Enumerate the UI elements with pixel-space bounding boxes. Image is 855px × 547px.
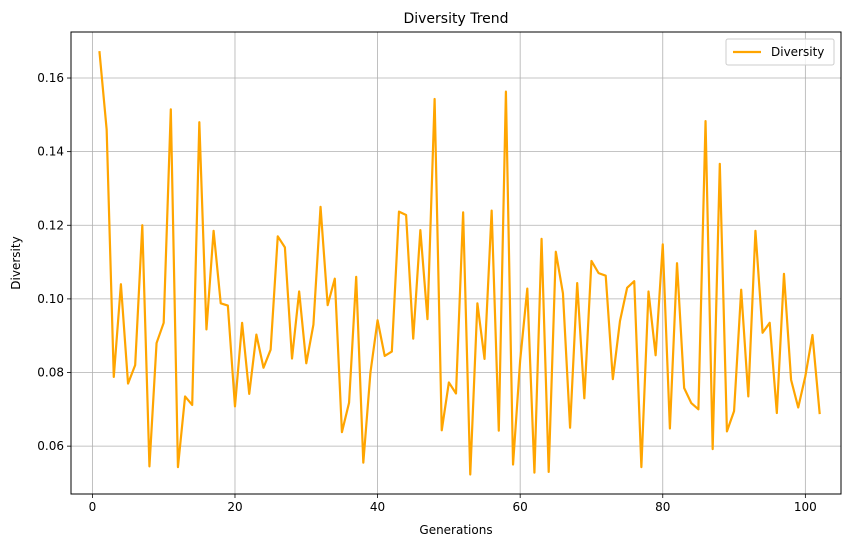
y-tick-label: 0.06: [37, 439, 64, 453]
y-tick-label: 0.10: [37, 292, 64, 306]
y-tick-label: 0.16: [37, 71, 64, 85]
y-axis-title: Diversity: [9, 236, 23, 289]
x-tick-label: 100: [794, 500, 817, 514]
ticks: 0 20 40 60 80 100 0.06 0.08 0.10 0.12 0.14 0.16: [37, 71, 817, 514]
legend-label-diversity: Diversity: [771, 45, 824, 59]
series-line-diversity: [98, 51, 821, 476]
x-tick-label: 20: [227, 500, 242, 514]
plot-frame: [70, 31, 842, 495]
chart-title: Diversity Trend: [403, 11, 508, 27]
y-tick-label: 0.14: [37, 145, 64, 159]
x-tick-label: 40: [370, 500, 385, 514]
y-tick-label: 0.08: [37, 366, 64, 380]
series-layer: [98, 51, 821, 476]
y-tick-label: 0.12: [37, 218, 64, 232]
x-tick-label: 60: [513, 500, 528, 514]
x-tick-label: 0: [89, 500, 97, 514]
x-tick-label: 80: [655, 500, 670, 514]
legend-box: [725, 38, 835, 66]
legend: Diversity: [725, 38, 835, 66]
x-axis-title: Generations: [419, 523, 492, 537]
